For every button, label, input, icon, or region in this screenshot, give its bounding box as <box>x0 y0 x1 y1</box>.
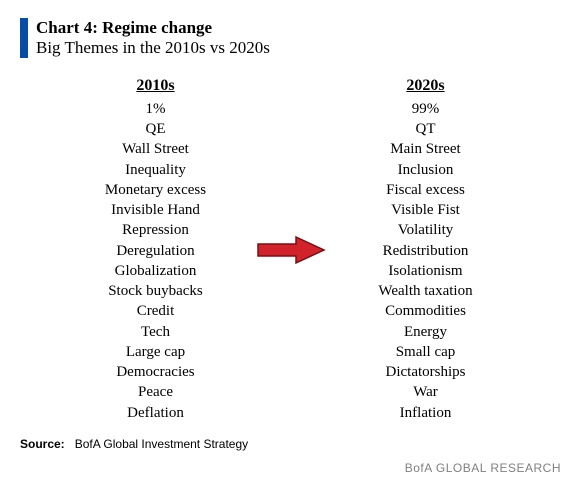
list-item: Democracies <box>66 362 246 382</box>
titles: Chart 4: Regime change Big Themes in the… <box>36 18 270 59</box>
arrow-icon <box>256 235 326 265</box>
list-item: Volatility <box>336 220 516 240</box>
list-item: Dictatorships <box>336 362 516 382</box>
chart-title: Chart 4: Regime change <box>36 18 270 38</box>
list-item: QT <box>336 119 516 139</box>
list-item: Wall Street <box>66 139 246 159</box>
list-item: Inflation <box>336 403 516 423</box>
list-item: Commodities <box>336 301 516 321</box>
right-column-header: 2020s <box>336 77 516 95</box>
right-column-items: 99%QTMain StreetInclusionFiscal excessVi… <box>336 99 516 423</box>
list-item: Visible Fist <box>336 200 516 220</box>
title-row: Chart 4: Regime change Big Themes in the… <box>20 18 561 59</box>
chart-subtitle: Big Themes in the 2010s vs 2020s <box>36 38 270 58</box>
accent-bar <box>20 18 28 58</box>
source-line: Source: BofA Global Investment Strategy <box>20 437 561 451</box>
list-item: Wealth taxation <box>336 281 516 301</box>
source-label: Source: <box>20 437 65 451</box>
list-item: Energy <box>336 322 516 342</box>
brand-line: BofA GLOBAL RESEARCH <box>20 461 561 475</box>
list-item: War <box>336 382 516 402</box>
list-item: Deregulation <box>66 241 246 261</box>
list-item: Tech <box>66 322 246 342</box>
list-item: Credit <box>66 301 246 321</box>
list-item: Inclusion <box>336 160 516 180</box>
right-column: 2020s 99%QTMain StreetInclusionFiscal ex… <box>336 77 516 423</box>
left-column-items: 1%QEWall StreetInequalityMonetary excess… <box>66 99 246 423</box>
list-item: QE <box>66 119 246 139</box>
list-item: Fiscal excess <box>336 180 516 200</box>
list-item: Main Street <box>336 139 516 159</box>
list-item: Redistribution <box>336 241 516 261</box>
list-item: Deflation <box>66 403 246 423</box>
source-text: BofA Global Investment Strategy <box>75 437 248 451</box>
list-item: Monetary excess <box>66 180 246 200</box>
list-item: Stock buybacks <box>66 281 246 301</box>
list-item: Isolationism <box>336 261 516 281</box>
list-item: Globalization <box>66 261 246 281</box>
list-item: Inequality <box>66 160 246 180</box>
list-item: Invisible Hand <box>66 200 246 220</box>
comparison-columns: 2010s 1%QEWall StreetInequalityMonetary … <box>20 77 561 423</box>
left-column: 2010s 1%QEWall StreetInequalityMonetary … <box>66 77 246 423</box>
left-column-header: 2010s <box>66 77 246 95</box>
chart-container: Chart 4: Regime change Big Themes in the… <box>0 0 581 489</box>
list-item: 1% <box>66 99 246 119</box>
list-item: Repression <box>66 220 246 240</box>
arrow-cell <box>246 77 336 423</box>
list-item: Peace <box>66 382 246 402</box>
list-item: Small cap <box>336 342 516 362</box>
list-item: Large cap <box>66 342 246 362</box>
list-item: 99% <box>336 99 516 119</box>
